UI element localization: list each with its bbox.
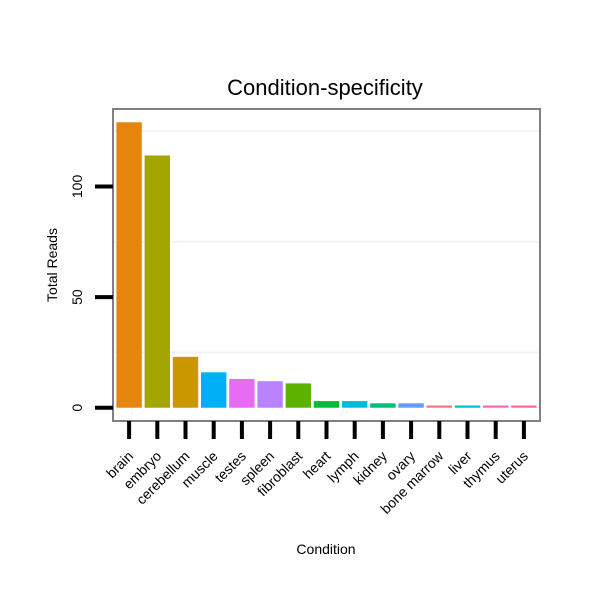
bars-group [116, 122, 537, 408]
bar-embryo [144, 155, 170, 408]
bar-uterus [511, 405, 537, 408]
bar-spleen [257, 381, 283, 408]
bar-lymph [342, 401, 368, 408]
bar-ovary [398, 403, 424, 408]
x-tick-label: uterus [492, 448, 531, 487]
bar-testes [229, 378, 255, 408]
bar-cerebellum [172, 356, 199, 408]
bar-muscle [201, 372, 227, 408]
bar-liver [454, 405, 481, 408]
bar-fibroblast [285, 383, 311, 408]
chart-title: Condition-specificity [227, 75, 423, 100]
bar-brain [116, 122, 142, 408]
gridlines [113, 130, 540, 354]
y-axis-title: Total Reads [44, 228, 60, 302]
y-tick-label: 50 [69, 289, 85, 305]
x-axis: brainembryocerebellummuscletestesspleenf… [103, 421, 531, 517]
bar-bone-marrow [426, 405, 452, 408]
x-axis-title: Condition [296, 541, 355, 557]
y-axis: 0 50 100 [69, 175, 113, 412]
y-tick-label: 100 [69, 175, 85, 199]
bar-thymus [483, 405, 509, 408]
bar-heart [313, 401, 340, 408]
y-tick-label: 0 [69, 404, 85, 412]
bar-kidney [370, 403, 396, 408]
